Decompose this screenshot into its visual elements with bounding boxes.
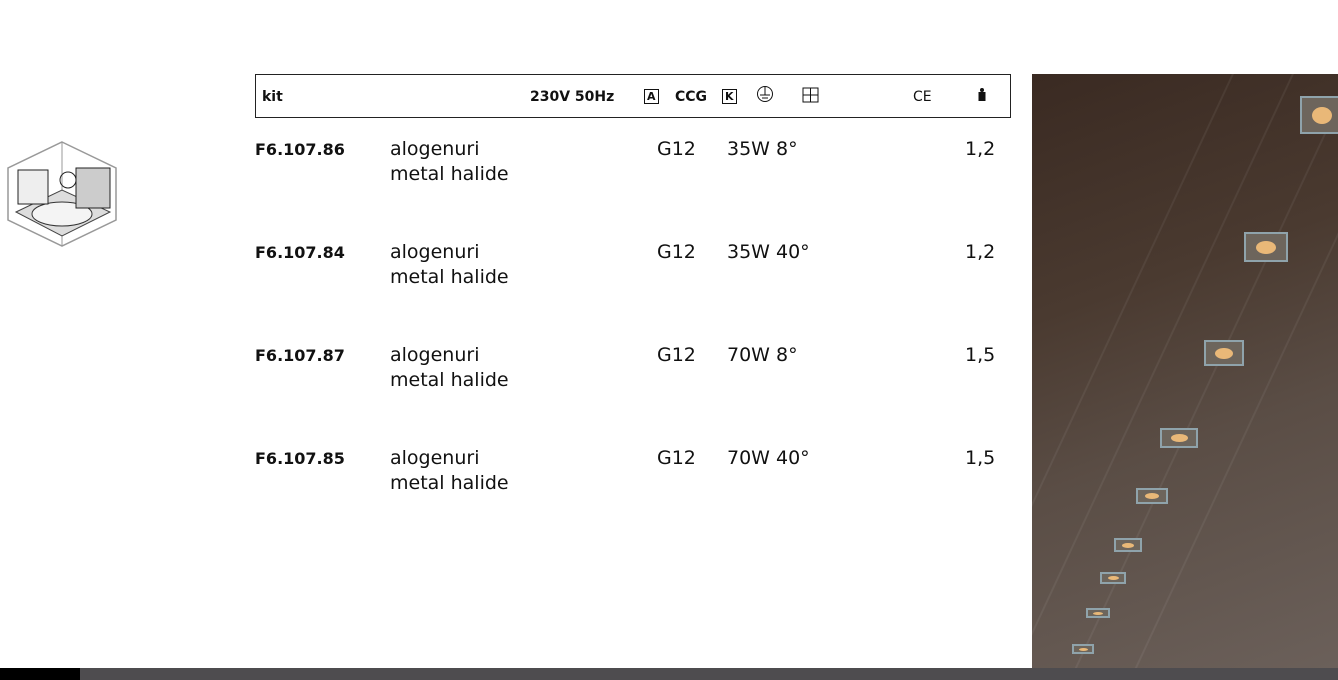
socket: G12 xyxy=(657,344,696,366)
ceiling-lights-photo xyxy=(1032,74,1338,668)
power: 70W 40° xyxy=(727,447,810,469)
dock-bar[interactable] xyxy=(80,668,1338,680)
double-insulation-icon xyxy=(802,87,820,107)
ccg-label: CCG xyxy=(675,89,708,105)
class-k-icon: K xyxy=(722,89,737,104)
product-desc-en: metal halide xyxy=(390,472,509,494)
power: 35W 40° xyxy=(727,241,810,263)
power: 35W 8° xyxy=(727,138,798,160)
socket: G12 xyxy=(657,241,696,263)
earth-ground-icon xyxy=(756,85,774,107)
product-desc: alogenuri xyxy=(390,241,480,263)
screen-edge xyxy=(0,668,80,680)
weight-icon xyxy=(978,87,986,105)
product-code: F6.107.85 xyxy=(255,449,345,468)
product-diagram xyxy=(7,141,117,247)
weight: 1,5 xyxy=(965,344,996,366)
product-code: F6.107.84 xyxy=(255,243,345,262)
product-code: F6.107.87 xyxy=(255,346,345,365)
socket: G12 xyxy=(657,447,696,469)
product-desc: alogenuri xyxy=(390,344,480,366)
power: 70W 8° xyxy=(727,344,798,366)
product-code: F6.107.86 xyxy=(255,140,345,159)
product-desc-en: metal halide xyxy=(390,266,509,288)
spec-header-row: kit 230V 50Hz A CCG K CE xyxy=(255,74,1011,118)
product-desc-en: metal halide xyxy=(390,369,509,391)
ce-mark: CE xyxy=(913,89,932,105)
weight: 1,5 xyxy=(965,447,996,469)
weight: 1,2 xyxy=(965,241,996,263)
voltage-label: 230V 50Hz xyxy=(530,89,615,105)
product-desc-en: metal halide xyxy=(390,163,509,185)
product-desc: alogenuri xyxy=(390,138,480,160)
class-a-icon: A xyxy=(644,89,659,104)
product-desc: alogenuri xyxy=(390,447,480,469)
socket: G12 xyxy=(657,138,696,160)
weight: 1,2 xyxy=(965,138,996,160)
kit-label: kit xyxy=(262,89,283,105)
